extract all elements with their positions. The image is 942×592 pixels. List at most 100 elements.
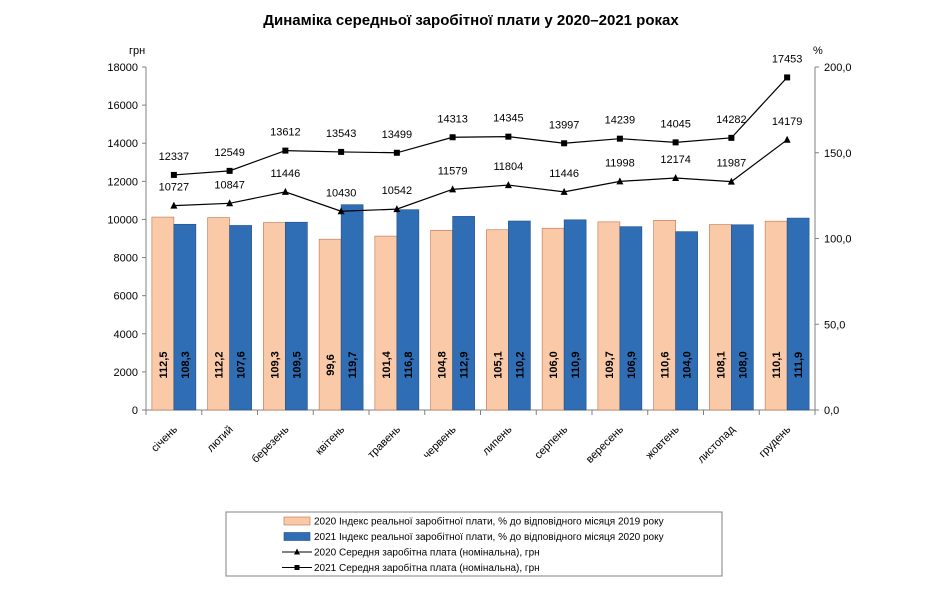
marker-2021-salary	[616, 135, 623, 142]
bar-2021-index	[731, 224, 754, 411]
marker-2021-salary	[170, 171, 177, 178]
point-2021-salary-label: 14345	[493, 113, 524, 125]
left-tick-label: 2000	[114, 367, 138, 379]
bar-2020-value-label: 99,6	[325, 354, 337, 375]
marker-2020-salary	[281, 187, 289, 195]
bar-2020-index	[597, 221, 621, 411]
left-tick-label: 4000	[114, 329, 138, 341]
left-tick-label: 8000	[114, 253, 138, 265]
legend-entry-label: 2020 Індекс реальної заробітної плати, %…	[314, 516, 664, 528]
point-2020-salary-label: 10542	[382, 185, 413, 197]
marker-2020-salary	[616, 177, 624, 185]
point-2021-salary-label: 14313	[437, 113, 468, 125]
line-2020-salary	[173, 139, 788, 212]
marker-2020-salary	[337, 207, 345, 215]
category-label: лютий	[205, 424, 236, 455]
point-2020-salary-label: 10847	[214, 179, 245, 191]
point-2020-salary-label: 11804	[493, 161, 523, 173]
marker-2020-salary	[393, 205, 401, 213]
point-2021-salary-label: 13543	[326, 128, 357, 140]
bar-2021-index	[396, 209, 420, 411]
right-tick-label: 50,0	[824, 319, 845, 331]
bar-2020-value-label: 110,6	[660, 352, 672, 379]
point-2021-salary-label: 17453	[772, 53, 803, 65]
point-2020-salary-label: 10430	[326, 187, 357, 199]
point-2020-salary-label: 12174	[660, 154, 691, 166]
category-label: червень	[421, 423, 459, 461]
point-2021-salary-label: 13612	[270, 127, 301, 139]
marker-2021-salary	[282, 147, 289, 154]
marker-2020-salary	[170, 201, 178, 209]
bar-2020-index	[430, 229, 453, 411]
left-tick-label: 12000	[107, 176, 138, 188]
point-2021-salary-label: 13499	[382, 129, 413, 141]
bar-2020-value-label: 108,1	[715, 351, 727, 379]
bar-2020-index	[486, 229, 509, 411]
right-tick-label: 0,0	[824, 405, 839, 417]
bar-2021-value-label: 107,6	[236, 351, 248, 379]
bar-2021-value-label: 110,2	[514, 352, 526, 379]
bar-2021-value-label: 119,7	[347, 352, 359, 379]
category-label: листопад	[695, 423, 738, 466]
bar-2020-index	[709, 224, 732, 411]
bar-2021-index	[508, 220, 531, 411]
left-tick-label: 18000	[107, 62, 138, 74]
left-tick-label: 14000	[107, 138, 138, 150]
left-tick-label: 0	[132, 405, 138, 417]
left-axis-unit: грн	[129, 45, 145, 57]
category-label: травень	[366, 423, 404, 461]
bar-2021-value-label: 111,9	[793, 352, 805, 378]
point-2020-salary-label: 14179	[772, 116, 803, 128]
category-label: липень	[480, 423, 514, 457]
bar-2021-index	[173, 223, 197, 411]
bar-2021-index	[229, 225, 252, 411]
bar-2020-index	[207, 217, 230, 411]
marker-2020-salary	[727, 177, 735, 185]
legend-entry-label: 2021 Індекс реальної заробітної плати, %…	[314, 531, 664, 543]
legend-swatch-2020-index	[283, 516, 311, 526]
legend-entry-label: 2020 Середня заробітна плата (номінальна…	[314, 547, 540, 559]
point-2020-salary-label: 10727	[159, 182, 190, 194]
bar-2020-index	[263, 222, 286, 411]
point-2021-salary-label: 12549	[214, 147, 245, 159]
marker-2020-salary	[783, 135, 791, 143]
bar-2021-index	[452, 216, 475, 411]
marker-2020-salary	[672, 174, 680, 182]
bar-2021-value-label: 110,9	[570, 352, 582, 379]
point-2021-salary-label: 14282	[716, 114, 747, 126]
category-label: квітень	[313, 423, 347, 457]
bar-2021-index	[340, 204, 364, 411]
marker-2021-salary	[505, 133, 512, 140]
bar-2020-index	[318, 238, 342, 411]
bar-2020-value-label: 110,1	[771, 352, 783, 379]
bar-2020-value-label: 105,1	[492, 351, 504, 379]
bar-2021-index	[619, 226, 643, 411]
right-tick-label: 150,0	[824, 148, 852, 160]
point-2020-salary-label: 11446	[270, 168, 300, 180]
left-tick-label: 6000	[114, 291, 138, 303]
left-tick-label: 10000	[107, 214, 138, 226]
marker-2021-salary	[672, 139, 679, 146]
bar-2021-value-label: 116,8	[403, 352, 415, 379]
marker-2020-salary	[560, 187, 568, 195]
line-2021-salary	[173, 77, 788, 176]
bar-2020-value-label: 104,8	[437, 351, 449, 379]
bar-2021-value-label: 104,0	[682, 351, 694, 379]
marker-2021-salary	[561, 140, 568, 147]
bar-2021-value-label: 112,9	[459, 352, 471, 379]
point-2021-salary-label: 13997	[549, 119, 580, 131]
bar-2020-value-label: 112,2	[214, 352, 226, 379]
bar-2020-index	[653, 220, 676, 411]
bar-2020-value-label: 109,3	[269, 351, 281, 379]
bar-2020-value-label: 109,7	[604, 351, 616, 379]
right-axis-unit: %	[813, 45, 823, 57]
right-tick-label: 100,0	[824, 234, 852, 246]
legend-marker-square	[294, 565, 300, 570]
marker-2021-salary	[728, 134, 735, 141]
bar-2021-index	[285, 221, 308, 411]
bar-2021-value-label: 108,0	[737, 351, 749, 379]
marker-2020-salary	[226, 199, 234, 207]
bar-2020-index	[541, 227, 565, 411]
category-label: січень	[149, 423, 180, 454]
left-tick-label: 16000	[107, 100, 138, 112]
